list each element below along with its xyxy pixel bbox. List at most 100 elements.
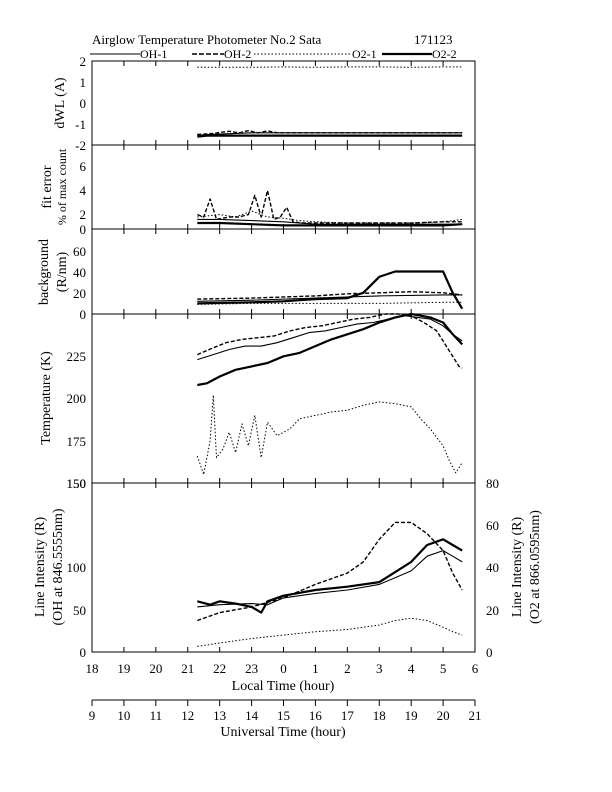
- ytick-bg-60: 60: [73, 244, 86, 259]
- series-dwl-oh2: [197, 129, 463, 136]
- series-bg-oh1: [197, 294, 463, 302]
- ticks-int: [91, 483, 476, 652]
- ticks-temp: [91, 314, 476, 483]
- xtick-ut-label-12: 21: [469, 708, 482, 723]
- ytick-bg-20: 20: [73, 286, 86, 301]
- xtick-ut-label-2: 11: [150, 708, 163, 723]
- ytick-int-100: 100: [67, 560, 87, 575]
- ytick-dwl-m1: -1: [75, 117, 86, 132]
- series-int: [197, 521, 463, 647]
- series-fit-o21: [197, 210, 463, 224]
- x-axis-local: 18 19 20 21 22 23 0 1 2 3 4 5 6: [86, 661, 479, 676]
- legend: OH-1 OH-2 O2-1 O2-2: [90, 47, 457, 61]
- series-dwl: [197, 66, 463, 138]
- xtick-ut-label-4: 13: [213, 708, 226, 723]
- xtick-local-label-9: 3: [376, 661, 383, 676]
- ytick-fit-4: 4: [80, 183, 87, 198]
- y2tick-int-20: 20: [486, 603, 499, 618]
- ylabel-fit: fit error: [40, 165, 55, 208]
- panel-frame-int: [91, 482, 476, 653]
- series-temp-oh1: [197, 315, 463, 361]
- series-bg-o21: [197, 301, 463, 305]
- ylabel-bg: background: [37, 239, 52, 305]
- ytick-dwl-m2: -2: [75, 138, 86, 153]
- panel-fit: 6 4 2 0 fit error % of max count: [40, 144, 476, 237]
- panel-frame-fit: [91, 144, 476, 230]
- ytick-bg-40: 40: [73, 265, 86, 280]
- series-int-o21: [197, 617, 463, 647]
- xlabel-ut: Universal Time (hour): [220, 725, 346, 740]
- xtick-local-label-2: 20: [149, 661, 162, 676]
- ticks-ut: [91, 700, 476, 706]
- panel-frame-temp: [91, 313, 476, 484]
- series-bg-o22: [197, 270, 464, 310]
- legend-label-oh2: OH-2: [224, 47, 251, 61]
- ytick-fit-0: 0: [80, 222, 87, 237]
- legend-label-o22: O2-2: [432, 47, 457, 61]
- xtick-ut-label-10: 19: [405, 708, 418, 723]
- xtick-ut-label-5: 14: [245, 708, 259, 723]
- series-temp: [196, 312, 464, 476]
- ylabel-bg-2: (R/nm): [55, 251, 70, 292]
- xtick-ut-label-8: 17: [341, 708, 355, 723]
- xtick-local-label-11: 5: [440, 661, 447, 676]
- series-fit-oh2: [197, 189, 463, 224]
- series-fit-o22: [197, 221, 463, 227]
- series-bg-oh2: [197, 291, 463, 300]
- y2tick-int-40: 40: [486, 560, 499, 575]
- xtick-local-label-7: 1: [312, 661, 319, 676]
- xtick-local-label-6: 0: [280, 661, 287, 676]
- panel-int: 150 100 50 0 80 60 40 20 0 Line Intensit…: [33, 476, 543, 660]
- ytick-dwl-1: 1: [80, 75, 87, 90]
- ytick-fit-2: 2: [80, 207, 87, 222]
- xtick-local-label-12: 6: [472, 661, 479, 676]
- ylabel-temp: Temperature (K): [39, 351, 54, 445]
- y2label-int: Line Intensity (R): [510, 517, 525, 618]
- series-int-o22: [197, 538, 463, 614]
- xtick-local-label-4: 22: [213, 661, 226, 676]
- series-bg: [197, 270, 464, 310]
- xtick-ut-label-6: 15: [277, 708, 290, 723]
- ytick-dwl-0: 0: [80, 96, 87, 111]
- date-code: 171123: [414, 32, 453, 47]
- legend-label-oh1: OH-1: [140, 47, 167, 61]
- ytick-int-150: 150: [67, 476, 87, 491]
- series-temp-o21: [196, 394, 463, 476]
- ytick-int-0: 0: [80, 645, 87, 660]
- ylabel-int: Line Intensity (R): [33, 517, 48, 618]
- ytick-dwl-2: 2: [80, 54, 87, 69]
- ticks-dwl: [91, 61, 476, 145]
- ytick-int-50: 50: [73, 603, 86, 618]
- series-temp-o22: [197, 312, 464, 387]
- xtick-local-label-10: 4: [408, 661, 415, 676]
- xtick-ut-label-9: 18: [373, 708, 386, 723]
- xtick-ut-label-7: 16: [309, 708, 323, 723]
- series-int-oh1: [197, 550, 463, 608]
- xtick-local-label-0: 18: [86, 661, 99, 676]
- xtick-ut-label-1: 10: [117, 708, 130, 723]
- xlabel-local: Local Time (hour): [232, 679, 335, 694]
- xtick-ut-label-0: 9: [89, 708, 96, 723]
- ytick-temp-150: 150: [67, 476, 87, 491]
- series-int-oh2: [197, 521, 463, 622]
- ytick-temp-200: 200: [67, 391, 87, 406]
- y2tick-int-60: 60: [486, 518, 499, 533]
- y2tick-int-0: 0: [486, 645, 493, 660]
- legend-label-o21: O2-1: [352, 47, 377, 61]
- ticks-bg: [91, 229, 476, 314]
- xtick-local-label-1: 19: [117, 661, 130, 676]
- panel-dwl: 2 1 0 -1 -2 dWL (A): [53, 54, 476, 153]
- xtick-local-label-3: 21: [181, 661, 194, 676]
- ylabel-dwl: dWL (A): [53, 77, 68, 129]
- panel-bg: 60 40 20 0 background (R/nm): [37, 228, 476, 322]
- x-axis-ut: 9 10 11 12 13 14 15 16 17 18 19 20 21: [89, 708, 482, 723]
- series-dwl-o22: [197, 134, 463, 138]
- y2label-int-2: (O2 at 866.0595nm): [528, 510, 543, 624]
- y2tick-int-80: 80: [486, 476, 499, 491]
- figure-title: Airglow Temperature Photometer No.2 Sata: [92, 32, 322, 47]
- xtick-local-label-8: 2: [344, 661, 351, 676]
- panel-temp: 225 200 175 150 Temperature (K): [39, 312, 476, 491]
- series-temp-oh2: [197, 313, 463, 369]
- ytick-fit-6: 6: [80, 159, 87, 174]
